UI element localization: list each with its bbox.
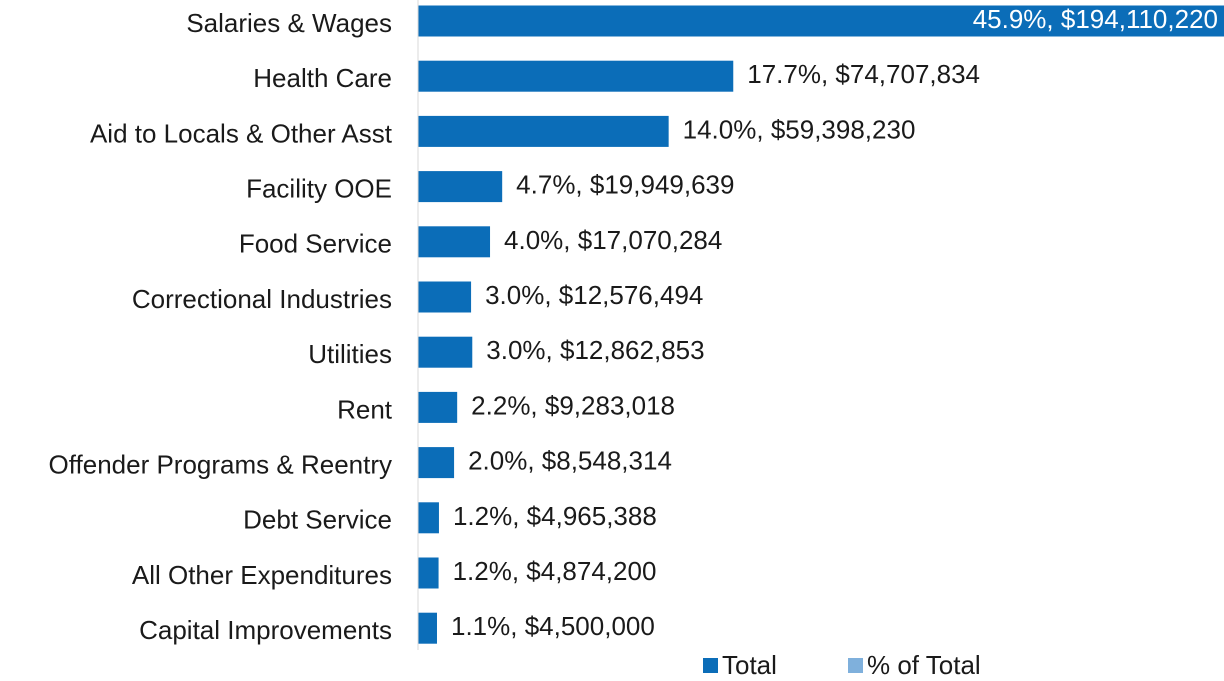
data-label-total: $12,576,494 xyxy=(559,280,704,310)
y-tick-label: Utilities xyxy=(308,339,392,369)
bar xyxy=(418,336,473,368)
y-tick-label: Correctional Industries xyxy=(132,284,392,314)
bar xyxy=(418,502,439,534)
data-label-percent: 14.0%, xyxy=(683,114,771,144)
bar xyxy=(418,5,1224,37)
y-tick-label: Capital Improvements xyxy=(139,615,392,645)
bar xyxy=(418,171,503,203)
bar xyxy=(418,612,437,644)
data-label-total: $4,500,000 xyxy=(525,611,655,641)
data-label-total: $74,707,834 xyxy=(835,59,980,89)
data-label: 14.0%, $59,398,230 xyxy=(683,114,916,144)
data-label-percent: 45.9%, xyxy=(973,4,1061,34)
data-label-total: $19,949,639 xyxy=(590,169,735,199)
data-label: 45.9%, $194,110,220 xyxy=(973,4,1218,34)
data-label: 4.7%, $19,949,639 xyxy=(516,169,734,199)
y-tick-label: Food Service xyxy=(239,229,392,259)
data-label-percent: 1.2%, xyxy=(453,556,527,586)
data-label: 1.2%, $4,965,388 xyxy=(453,501,657,531)
data-label-total: $17,070,284 xyxy=(578,225,723,255)
y-tick-label: Debt Service xyxy=(243,505,392,535)
legend-swatch xyxy=(703,658,718,673)
data-label-total: $4,965,388 xyxy=(527,501,657,531)
data-label-total: $12,862,853 xyxy=(560,335,705,365)
bar xyxy=(418,391,458,423)
data-label: 3.0%, $12,576,494 xyxy=(485,280,703,310)
legend-label: Total xyxy=(722,650,777,680)
bar xyxy=(418,557,439,589)
data-label-percent: 1.1%, xyxy=(451,611,525,641)
y-tick-label: Health Care xyxy=(253,63,392,93)
bar xyxy=(418,115,669,147)
legend-swatch xyxy=(848,658,863,673)
data-label: 2.0%, $8,548,314 xyxy=(468,445,672,475)
bar xyxy=(418,447,455,479)
data-label-total: $8,548,314 xyxy=(542,445,672,475)
data-label: 3.0%, $12,862,853 xyxy=(486,335,704,365)
data-label-total: $4,874,200 xyxy=(526,556,656,586)
data-label-percent: 2.0%, xyxy=(468,445,542,475)
bar xyxy=(418,226,491,258)
data-label-total: $9,283,018 xyxy=(545,390,675,420)
data-label: 4.0%, $17,070,284 xyxy=(504,225,722,255)
bar xyxy=(418,60,734,92)
data-label: 1.1%, $4,500,000 xyxy=(451,611,655,641)
data-label-percent: 17.7%, xyxy=(747,59,835,89)
y-tick-label: Aid to Locals & Other Asst xyxy=(90,118,393,148)
y-tick-label: All Other Expenditures xyxy=(132,560,392,590)
data-label-percent: 2.2%, xyxy=(471,390,545,420)
data-label-total: $59,398,230 xyxy=(771,114,916,144)
y-tick-label: Offender Programs & Reentry xyxy=(49,449,392,479)
data-label-percent: 1.2%, xyxy=(453,501,527,531)
data-label-percent: 4.7%, xyxy=(516,169,590,199)
y-tick-label: Facility OOE xyxy=(246,173,392,203)
data-label-total: $194,110,220 xyxy=(1061,4,1218,34)
y-tick-label: Rent xyxy=(337,394,393,424)
data-label-percent: 4.0%, xyxy=(504,225,578,255)
bar xyxy=(418,281,472,313)
data-label: 2.2%, $9,283,018 xyxy=(471,390,675,420)
data-label-percent: 3.0%, xyxy=(486,335,560,365)
data-label: 1.2%, $4,874,200 xyxy=(453,556,657,586)
data-label-percent: 3.0%, xyxy=(485,280,559,310)
y-tick-label: Salaries & Wages xyxy=(186,8,392,38)
legend-label: % of Total xyxy=(867,650,981,680)
data-label: 17.7%, $74,707,834 xyxy=(747,59,980,89)
